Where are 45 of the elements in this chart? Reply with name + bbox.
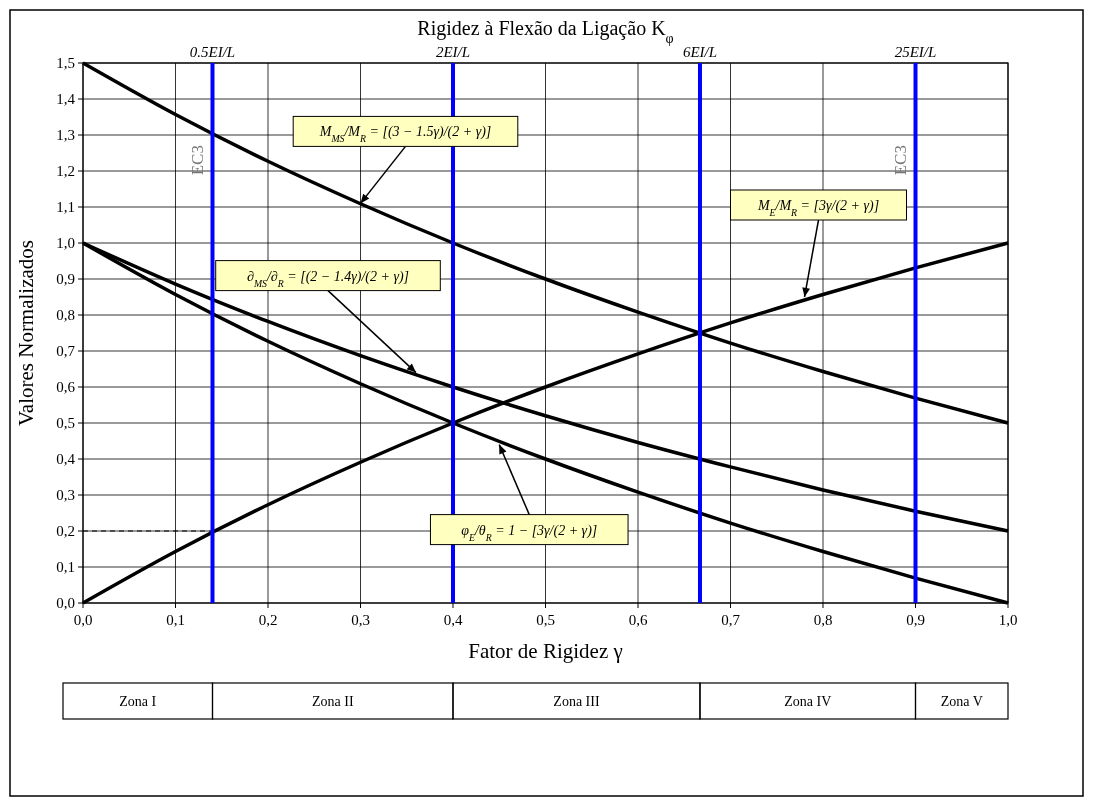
x-tick-label: 0,6 (628, 612, 648, 628)
x-tick-label: 0,3 (351, 612, 370, 628)
y-tick-label: 1,5 (56, 55, 75, 71)
y-tick-label: 1,3 (56, 127, 75, 143)
y-axis-title: Valores Normalizados (14, 239, 38, 427)
x-tick-label: 0,4 (443, 612, 463, 628)
annotation: EC3 (187, 145, 207, 176)
y-tick-label: 1,4 (56, 91, 76, 107)
text: Zona III (553, 694, 600, 709)
text: Zona V (940, 694, 983, 709)
x-tick-label: 0,7 (721, 612, 741, 628)
y-tick-label: 0,9 (56, 271, 75, 287)
chart-title: Rigidez à Flexão da Ligação K$_{φ}$ (417, 17, 674, 46)
x-tick-label: 0,2 (258, 612, 278, 628)
y-tick-label: 0,0 (56, 595, 75, 611)
text: Zona IV (784, 694, 832, 709)
y-tick-label: 0,8 (56, 307, 75, 323)
x-tick-label: 0,0 (73, 612, 93, 628)
y-tick-label: 0,1 (56, 559, 75, 575)
x-tick-label: 0,1 (166, 612, 185, 628)
x-tick-label: 0,8 (813, 612, 833, 628)
text: Zona II (311, 694, 354, 709)
y-tick-label: 0,6 (56, 379, 76, 395)
x-tick-label: 0,9 (906, 612, 925, 628)
y-tick-label: 0,7 (56, 343, 76, 359)
y-tick-label: 1,0 (56, 235, 75, 251)
y-tick-label: 1,2 (56, 163, 75, 179)
y-tick-label: 0,5 (56, 415, 75, 431)
ref-line-label: 25EI/L (894, 44, 937, 60)
x-tick-label: 0,5 (536, 612, 555, 628)
y-tick-label: 0,4 (56, 451, 76, 467)
annotation: M$_{E}$/M$_{R}$ = [3γ/(2 + γ)] (756, 198, 880, 218)
annotation: ∂$_{MS}$/∂$_{R}$ = [(2 − 1.4γ)/(2 + γ)] (246, 268, 410, 289)
y-tick-label: 0,3 (56, 487, 75, 503)
x-axis-title: Fator de Rigidez γ (468, 639, 623, 663)
x-tick-label: 1,0 (998, 612, 1018, 628)
y-tick-label: 0,2 (56, 523, 75, 539)
text: Zona I (119, 694, 157, 709)
annotation: φ$_{E}$/θ$_{R}$ = 1 − [3γ/(2 + γ)] (461, 522, 598, 543)
annotation: M$_{MS}$/M$_{R}$ = [(3 − 1.5γ)/(2 + γ)] (318, 124, 492, 144)
ref-line-label: 2EI/L (435, 44, 471, 60)
ref-line-label: 6EI/L (682, 44, 718, 60)
ref-line-label: 0.5EI/L (189, 44, 236, 60)
annotation: EC3 (890, 145, 910, 176)
y-tick-label: 1,1 (56, 199, 75, 215)
